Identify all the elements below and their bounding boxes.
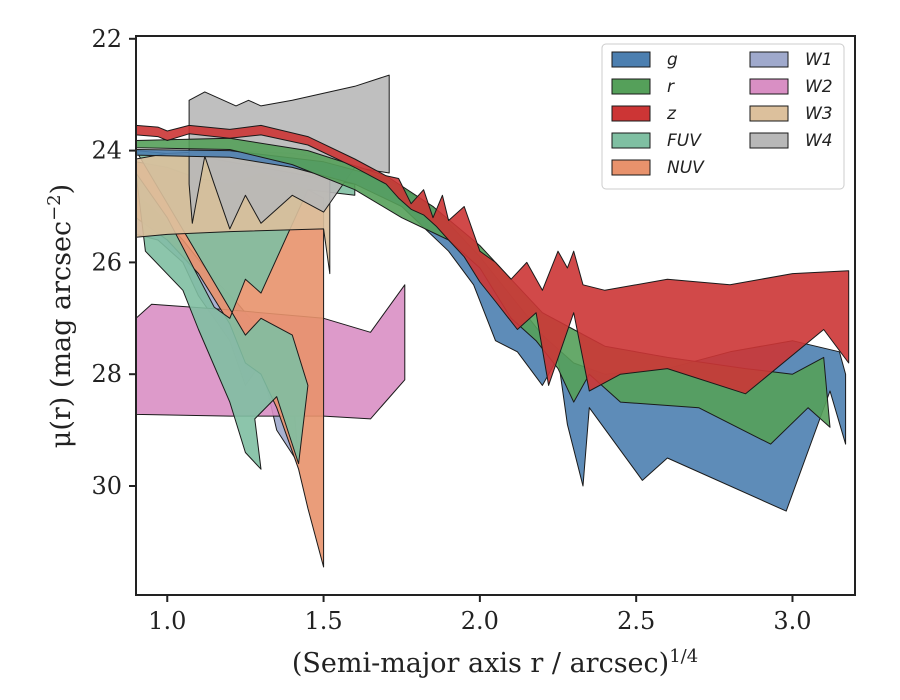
- y-tick-label: 30: [91, 472, 122, 500]
- legend-label-w3: W3: [805, 104, 833, 124]
- plot-frame: [135, 35, 856, 596]
- legend-label-w4: W4: [805, 131, 833, 151]
- legend-label-fuv: FUV: [667, 131, 702, 151]
- legend-label-nuv: NUV: [667, 158, 705, 178]
- y-tick-label: 24: [91, 137, 122, 165]
- legend-swatch-r: [611, 78, 651, 95]
- x-axis-label: (Semi-major axis r / arcsec)1/4: [292, 646, 698, 679]
- legend-swatch-nuv: [611, 159, 651, 176]
- legend-label-w1: W1: [805, 50, 833, 70]
- y-axis: 22 24 26 28 30: [91, 25, 136, 500]
- y-tick-label: 26: [91, 248, 122, 276]
- x-tick-label: 3.0: [773, 607, 811, 635]
- y-tick-label: 28: [91, 360, 122, 388]
- legend-label-z: z: [666, 104, 677, 124]
- x-tick-label: 1.5: [304, 607, 342, 635]
- legend-swatch-fuv: [611, 132, 651, 149]
- legend-swatch-w2: [749, 78, 789, 95]
- band-z: [136, 124, 850, 395]
- legend-label-r: r: [667, 77, 675, 97]
- band-layer: [136, 74, 850, 568]
- legend-label-w2: W2: [805, 77, 833, 97]
- x-tick-label: 1.0: [148, 607, 186, 635]
- legend-swatch-w3: [749, 105, 789, 122]
- legend-swatch-w1: [749, 51, 789, 68]
- legend-swatch-w4: [749, 132, 789, 149]
- legend: grz FUV NUV W1 W2 W3 W4: [601, 43, 845, 190]
- legend-swatch-z: [611, 105, 651, 122]
- legend-label-g: g: [667, 50, 678, 70]
- legend-swatch-g: [611, 51, 651, 68]
- y-tick-label: 22: [91, 25, 122, 53]
- x-tick-label: 2.0: [461, 607, 499, 635]
- x-tick-label: 2.5: [617, 607, 655, 635]
- y-axis-label: μ(r) (mag arcsec−2): [44, 184, 77, 448]
- x-axis: 1.0 1.5 2.0 2.5 3.0: [148, 595, 812, 635]
